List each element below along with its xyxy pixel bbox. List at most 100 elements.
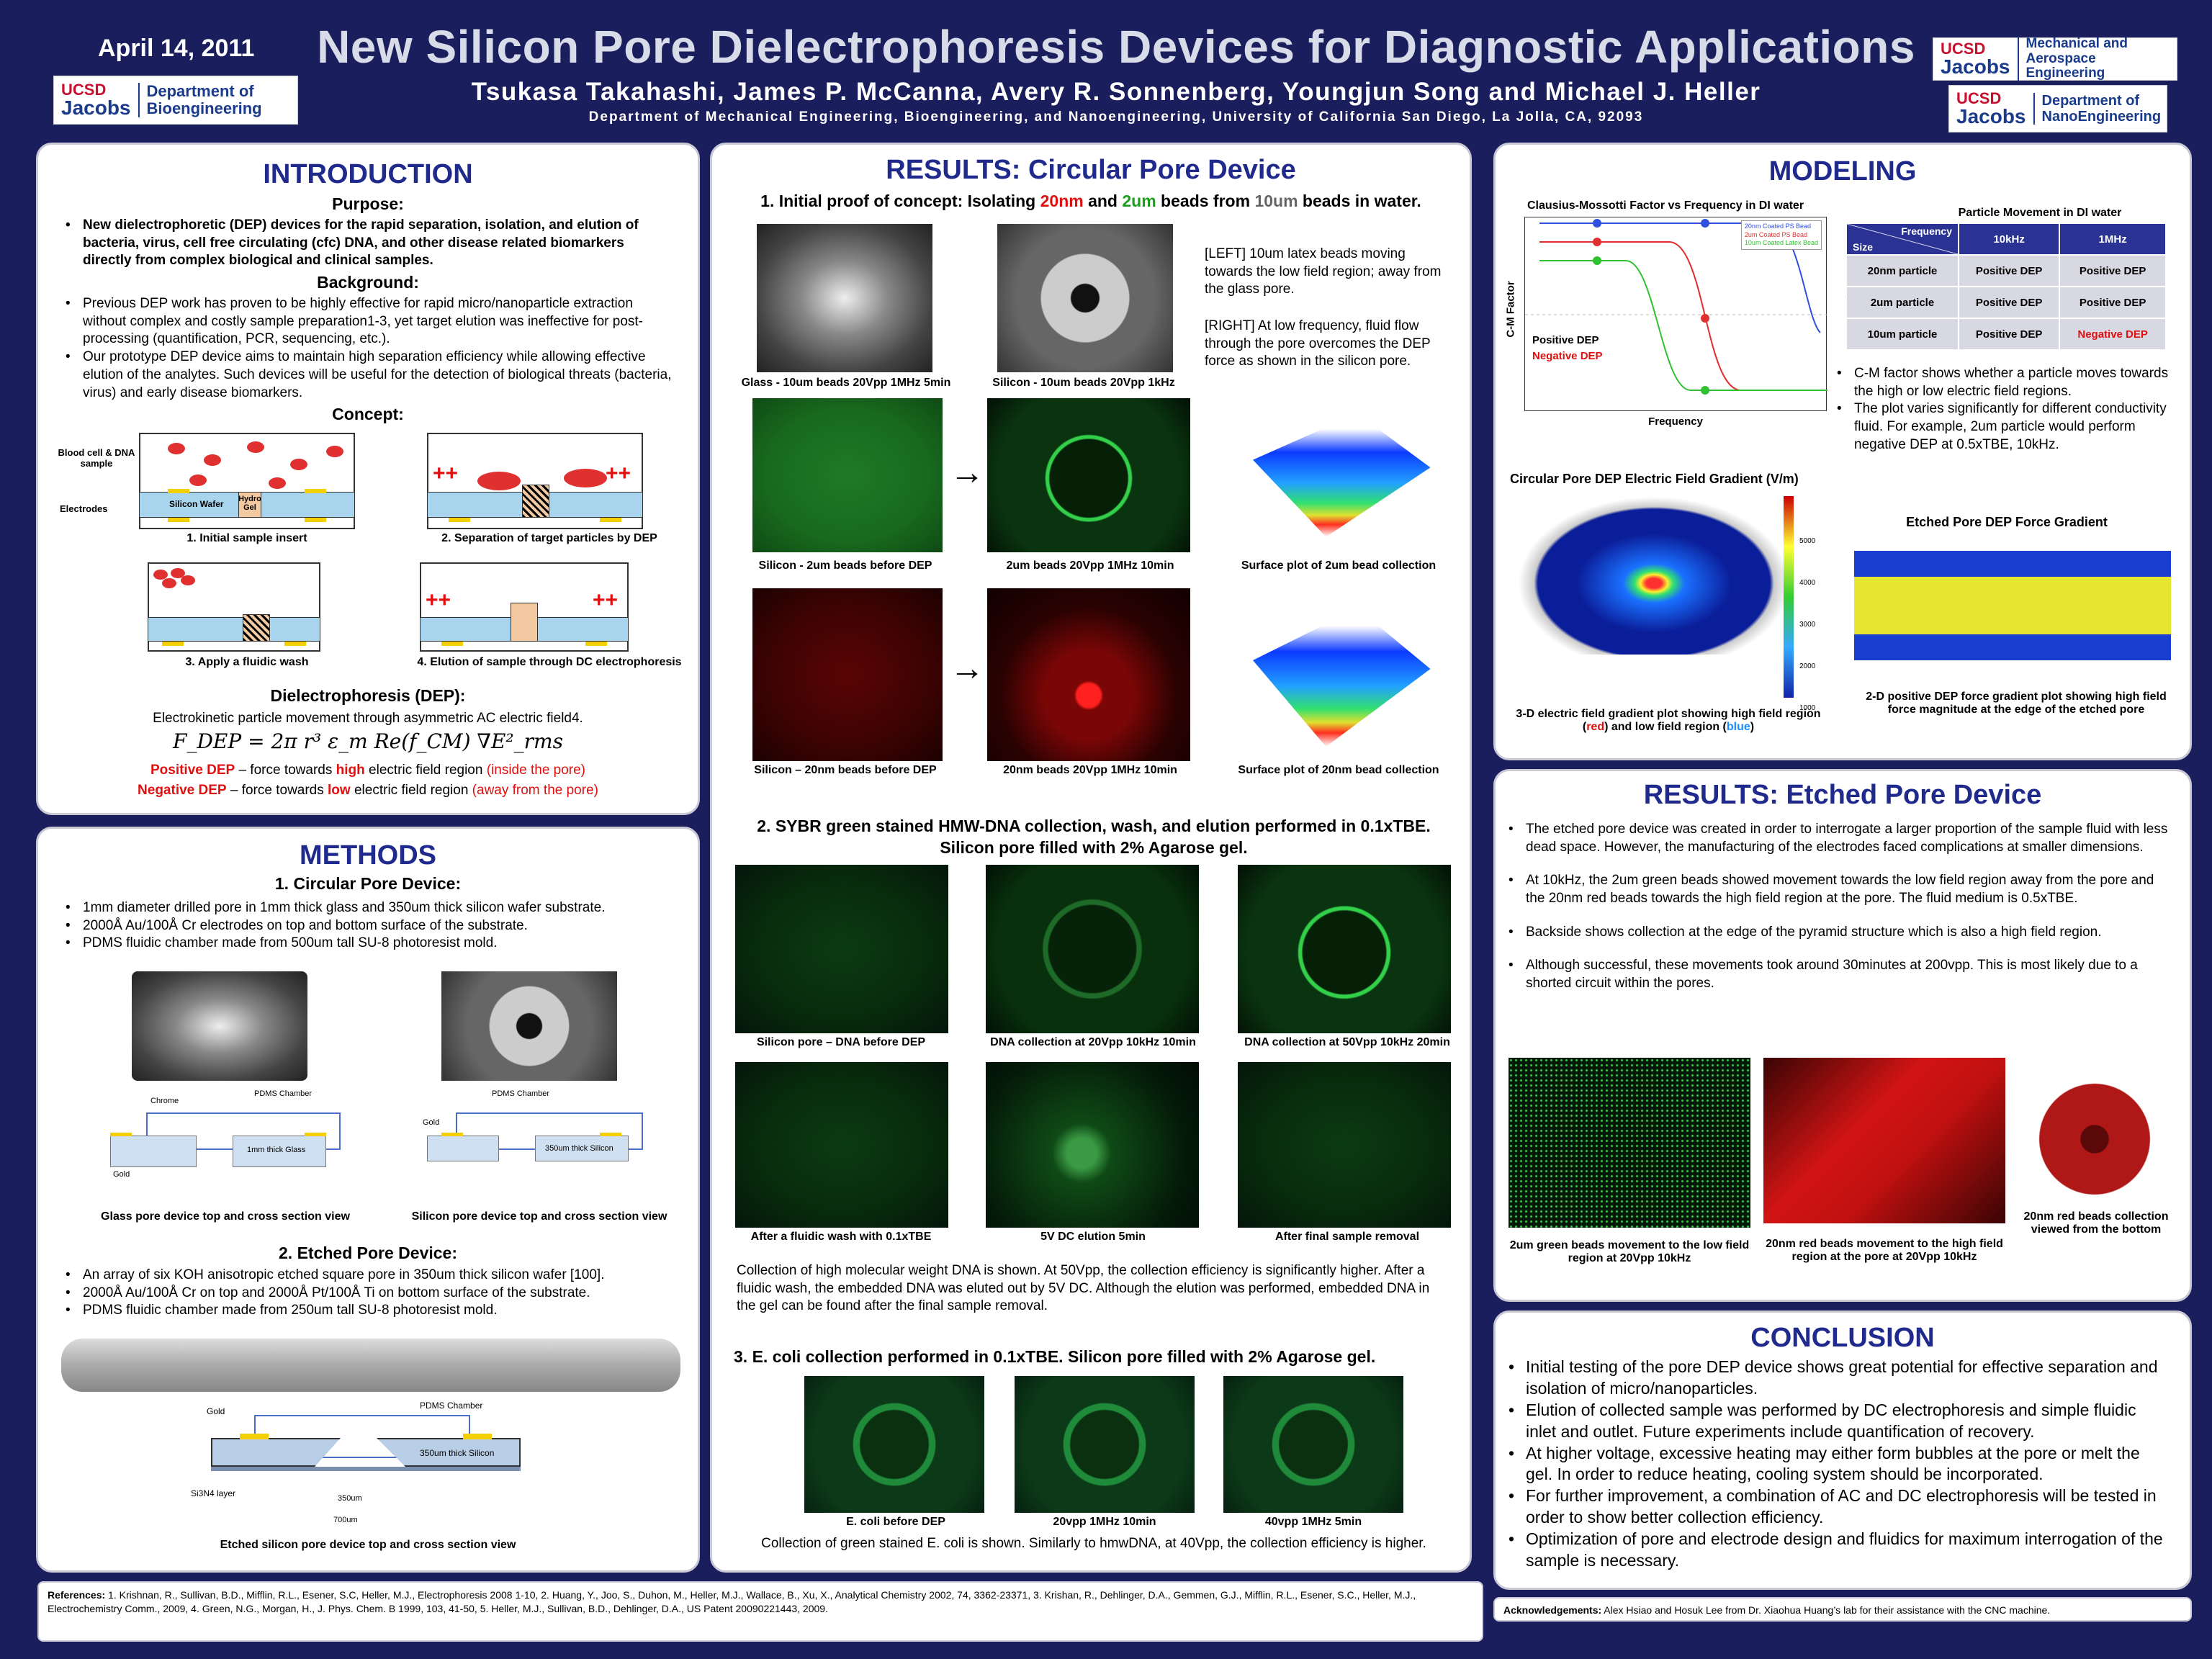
logo-dept-mae: Mechanical and Aerospace Engineering xyxy=(2017,36,2170,82)
force-plot-caption: 2-D positive DEP force gradient plot sho… xyxy=(1866,691,2167,716)
etched-bullet: Although successful, these movements too… xyxy=(1503,957,2168,992)
table-cell: Positive DEP xyxy=(1957,286,2061,319)
etched-bullet: At 10kHz, the 2um green beads showed mov… xyxy=(1503,872,2168,907)
gradient-cap-post: ) xyxy=(1750,721,1755,733)
etched-pdms-label: PDMS Chamber xyxy=(420,1401,483,1411)
logo-dept-bio: Department of Bioengineering xyxy=(138,82,291,118)
methods-title: METHODS xyxy=(300,840,436,871)
right-note: [RIGHT] At low frequency, fluid flow thr… xyxy=(1205,318,1431,369)
dep-equation: F_DEP = 2π r³ ε_m Re(f_CM) ∇E²_rms xyxy=(173,729,563,753)
table-cell: 10um particle xyxy=(1845,318,1959,351)
chrome-label: Chrome xyxy=(150,1097,179,1105)
gradient-cap-red: red xyxy=(1586,721,1605,733)
glass-10um-caption: Glass - 10um beads 20Vpp 1MHz 5min xyxy=(741,377,951,389)
concept-caption-1: 1. Initial sample insert xyxy=(186,532,307,544)
ucsd-wordmark: UCSD xyxy=(61,81,107,99)
silicon-label: 350um thick Silicon xyxy=(545,1144,613,1153)
negative-dep-mid: – force towards xyxy=(226,783,328,798)
concept-caption-3: 3. Apply a fluidic wash xyxy=(185,656,309,668)
conclusion-title: CONCLUSION xyxy=(1750,1323,1935,1353)
negative-dep-label: Negative DEP xyxy=(138,783,227,798)
jacobs-wordmark: Jacobs xyxy=(61,96,131,119)
concept-heading: Concept: xyxy=(332,405,404,424)
methods-panel: METHODS 1. Circular Pore Device: 1mm dia… xyxy=(36,827,700,1573)
colorbar-tick: 3000 xyxy=(1799,621,1816,629)
background-item: Previous DEP work has proven to be highl… xyxy=(60,295,676,349)
results-circular-panel: RESULTS: Circular Pore Device 1. Initial… xyxy=(710,143,1472,1573)
20nm-before-photo xyxy=(752,588,943,761)
dna-wash-caption: After a fluidic wash with 0.1xTBE xyxy=(750,1231,932,1243)
cm-plot-title: Clausius-Mossotti Factor vs Frequency in… xyxy=(1527,199,1804,212)
etched-green-caption: 2um green beads movement to the low fiel… xyxy=(1509,1239,1750,1264)
dep-heading: Dielectrophoresis (DEP): xyxy=(270,686,466,705)
dep-text: Electrokinetic particle movement through… xyxy=(153,711,583,726)
ecoli-20vpp-caption: 20vpp 1MHz 10min xyxy=(1053,1516,1156,1528)
etched-cross-section: Gold PDMS Chamber 350um thick Silicon Si… xyxy=(191,1401,528,1530)
ecoli-20vpp-photo xyxy=(1015,1376,1195,1513)
cm-point xyxy=(1593,238,1601,246)
concept-label-wafer: Silicon Wafer xyxy=(169,499,224,509)
gradient-cap-pre: 3-D electric field gradient plot showing… xyxy=(1516,708,1821,733)
20nm-before-caption: Silicon – 20nm beads before DEP xyxy=(754,764,937,776)
concept-label-sample: Blood cell & DNA sample xyxy=(58,447,135,469)
negative-dep-paren: (away from the pore) xyxy=(472,783,598,798)
concept-diagram-3 xyxy=(112,562,320,652)
etched-device-item: 2000Å Au/100Å Cr on top and 2000Å Pt/100… xyxy=(60,1285,679,1303)
modeling-bullet: C-M factor shows whether a particle move… xyxy=(1831,365,2184,400)
force-plot-title: Etched Pore DEP Force Gradient xyxy=(1906,515,2108,529)
gold-label: Gold xyxy=(113,1170,130,1179)
concept-diagram-1: Blood cell & DNA sample Electrodes Silic… xyxy=(58,433,355,529)
dna-wash-photo xyxy=(735,1062,948,1228)
jacobs-wordmark: Jacobs xyxy=(1956,105,2026,127)
modeling-bullet: The plot varies significantly for differ… xyxy=(1831,400,2184,454)
gold-label: Gold xyxy=(423,1118,440,1127)
glass-10um-photo xyxy=(757,224,932,372)
etched-chip-photo xyxy=(61,1339,680,1392)
section2-text: Collection of high molecular weight DNA … xyxy=(737,1263,1430,1314)
positive-dep-paren: (inside the pore) xyxy=(486,763,586,778)
circular-device-item: PDMS fluidic chamber made from 500um tal… xyxy=(60,935,676,953)
acknowledgements-label: Acknowledgements: xyxy=(1503,1604,1602,1616)
2um-before-photo xyxy=(752,398,943,552)
glass-pore-photo xyxy=(132,971,307,1081)
introduction-title: INTRODUCTION xyxy=(263,159,473,189)
cm-point xyxy=(1593,219,1601,228)
colorbar-tick: 5000 xyxy=(1799,537,1816,545)
ucsd-wordmark: UCSD xyxy=(1941,40,1986,58)
positive-dep-line: Positive DEP – force towards high electr… xyxy=(38,763,698,778)
concept-caption-2: 2. Separation of target particles by DEP xyxy=(441,532,657,544)
left-note: [LEFT] 10um latex beads moving towards t… xyxy=(1205,246,1442,297)
table-corner-header: Frequency Size xyxy=(1845,222,1959,256)
20nm-surface-caption: Surface plot of 20nm bead collection xyxy=(1238,764,1439,776)
concept-label-gel: Hydro Gel xyxy=(238,495,261,513)
conclusion-bullet: Initial testing of the pore DEP device s… xyxy=(1503,1357,2168,1400)
gradient-plot-title: Circular Pore DEP Electric Field Gradien… xyxy=(1510,472,1799,486)
cm-xlabel: Frequency xyxy=(1648,415,1703,428)
dna-20vpp-photo xyxy=(986,865,1199,1033)
dna-before-photo xyxy=(735,865,948,1033)
introduction-panel: INTRODUCTION Purpose: New dielectrophore… xyxy=(36,143,700,815)
table-header-frequency: Frequency xyxy=(1901,225,1952,237)
negative-dep-line: Negative DEP – force towards low electri… xyxy=(38,783,698,799)
table-row: 20nm particle Positive DEP Positive DEP xyxy=(1845,254,2167,287)
glass-cross-section: 1mm thick Glass Chrome PDMS Chamber Gold xyxy=(110,1089,369,1179)
pdms-label: PDMS Chamber xyxy=(254,1089,313,1098)
gradient-plot-caption: 3-D electric field gradient plot showing… xyxy=(1510,708,1827,734)
jacobs-wordmark: Jacobs xyxy=(1941,55,2010,78)
particle-movement-table: Frequency Size 10kHz 1MHz 20nm particle … xyxy=(1845,222,2167,351)
table-header-10khz: 10kHz xyxy=(1957,222,2061,256)
circular-device-item: 1mm diameter drilled pore in 1mm thick g… xyxy=(60,899,676,917)
pdms-label: PDMS Chamber xyxy=(492,1089,550,1098)
negative-dep-key: low xyxy=(328,783,351,798)
silicon-pore-photo xyxy=(441,971,617,1081)
section1-10um: 10um xyxy=(1254,192,1298,210)
positive-dep-key: high xyxy=(336,763,365,778)
references-box: References: 1. Krishnan, R., Sullivan, B… xyxy=(37,1581,1483,1642)
etched-red-beads-photo xyxy=(1763,1058,2005,1223)
cm-point xyxy=(1701,314,1709,323)
ecoli-40vpp-photo xyxy=(1223,1376,1403,1513)
conclusion-bullet: At higher voltage, excessive heating may… xyxy=(1503,1443,2168,1486)
concept-diagram-4: ++ ++ xyxy=(420,562,629,652)
dna-50vpp-caption: DNA collection at 50Vpp 10kHz 20min xyxy=(1244,1036,1450,1048)
2um-surface-caption: Surface plot of 2um bead collection xyxy=(1241,559,1437,572)
